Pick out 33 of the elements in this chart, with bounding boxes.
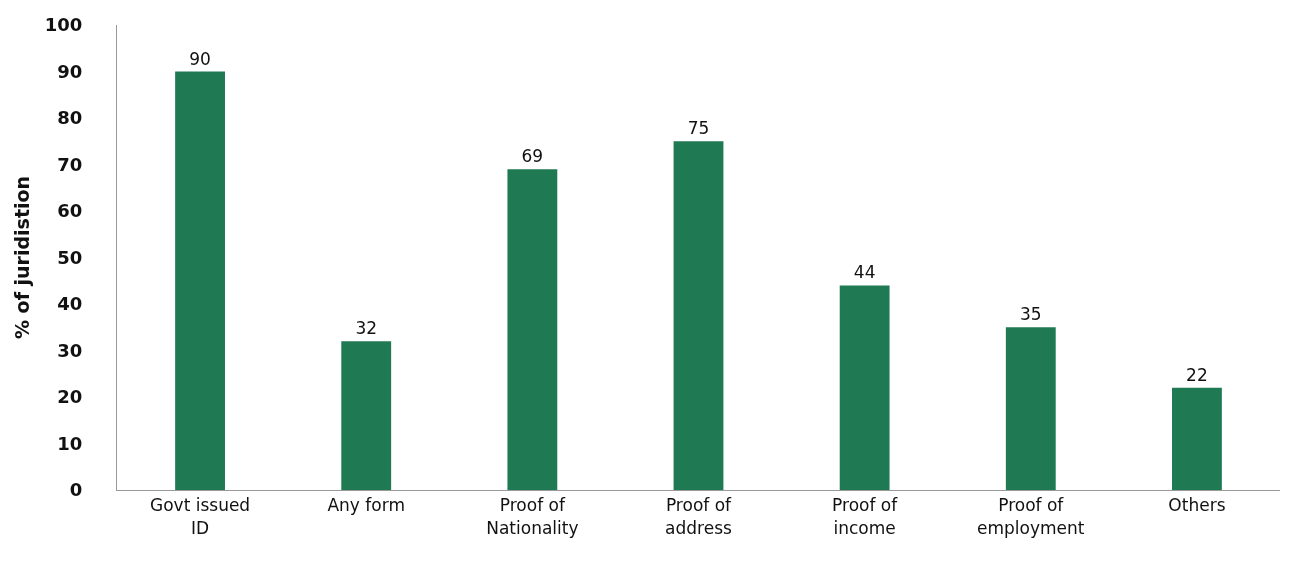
x-tick-label: Proof of employment [977,495,1085,538]
y-axis-title: % of juridistion [10,175,33,340]
bar [673,141,724,490]
bar [1172,387,1222,490]
y-tick-label: 10 [57,432,83,454]
y-tick-label: 80 [57,107,83,129]
x-tick-label: Proof of address [665,495,733,538]
y-tick-label: 50 [57,246,83,268]
data-label: 90 [189,48,211,69]
bar [839,285,890,490]
bar [1005,327,1056,490]
data-label: 69 [521,146,544,167]
y-tick-label: 30 [57,339,83,361]
x-tick-label: Govt issued ID [149,495,251,538]
y-tick-label: 60 [57,200,83,222]
data-label: 35 [1019,304,1042,325]
x-tick-label: Others [1168,495,1226,516]
y-tick-label: 40 [57,293,83,315]
y-tick-label: 90 [57,60,83,82]
y-tick-label: 20 [57,386,83,408]
x-tick-label: Any form [327,495,405,516]
bar [341,341,392,490]
x-tick-label: Proof of Nationality [486,495,579,538]
data-label: 75 [687,118,710,139]
y-tick-label: 70 [57,153,83,175]
x-tick-label: Proof of income [832,495,899,538]
y-tick-label: 0 [69,479,83,501]
data-label: 22 [1186,364,1208,385]
bar [507,169,558,490]
bar [175,71,225,490]
data-label: 32 [355,318,378,339]
data-label: 44 [853,262,876,283]
y-tick-label: 100 [44,14,83,36]
